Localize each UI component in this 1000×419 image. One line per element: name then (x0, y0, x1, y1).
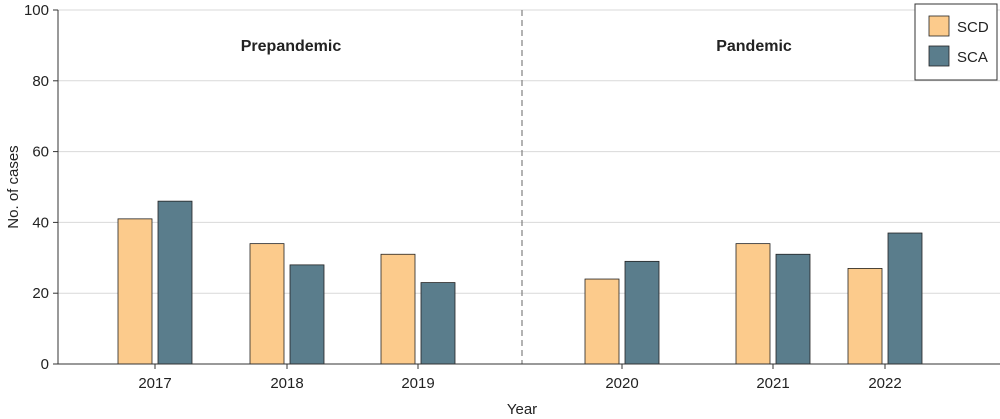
bar-scd-2020 (584, 278, 620, 365)
legend-swatch-scd (928, 15, 950, 37)
x-tick-label-2019: 2019 (401, 375, 434, 392)
bar-sca-2020 (624, 260, 660, 365)
bar-scd-2021 (735, 243, 771, 365)
bar-scd-2019 (380, 253, 416, 365)
bar-sca-2021 (775, 253, 811, 365)
y-axis-title: No. of cases (5, 145, 22, 228)
bars (117, 200, 923, 365)
x-tick-label-2018: 2018 (270, 375, 303, 392)
legend-swatch-sca (928, 45, 950, 67)
period-label-prepandemic: Prepandemic (241, 38, 342, 55)
legend-box (914, 3, 998, 81)
y-tick-label-60: 60 (32, 144, 49, 161)
bar-scd-2022 (847, 268, 883, 365)
y-tick-label-100: 100 (24, 2, 49, 19)
legend: SCD SCA (914, 3, 998, 81)
y-tick-label-20: 20 (32, 285, 49, 302)
x-tick-label-2022: 2022 (868, 375, 901, 392)
y-tick-label-80: 80 (32, 73, 49, 90)
axes: 0 20 40 60 80 100 2017 2018 2019 2020 2021 2022 (24, 2, 1000, 392)
y-tick-label-0: 0 (41, 356, 49, 373)
gridlines (58, 9, 1000, 294)
legend-label-scd: SCD (957, 19, 989, 36)
period-label-pandemic: Pandemic (716, 38, 792, 55)
x-axis-title: Year (507, 401, 537, 418)
bar-sca-2018 (289, 264, 325, 365)
legend-label-sca: SCA (957, 49, 988, 66)
bar-sca-2017 (157, 200, 193, 365)
x-tick-label-2021: 2021 (756, 375, 789, 392)
x-tick-label-2020: 2020 (605, 375, 638, 392)
bar-sca-2022 (887, 232, 923, 365)
bar-scd-2017 (117, 218, 153, 365)
x-tick-label-2017: 2017 (138, 375, 171, 392)
bar-sca-2019 (420, 282, 456, 365)
bar-scd-2018 (249, 243, 285, 365)
y-tick-label-40: 40 (32, 214, 49, 231)
